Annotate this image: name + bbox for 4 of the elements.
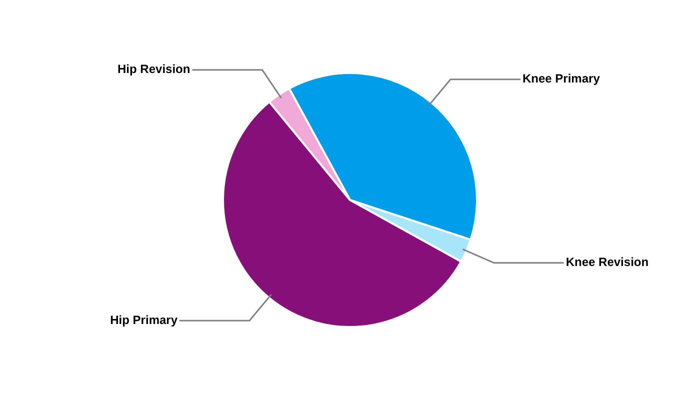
slice-label: Hip Revision — [118, 62, 190, 76]
slice-label: Knee Primary — [522, 72, 600, 86]
slice-label: Knee Revision — [566, 255, 649, 270]
slice-label: Hip Primary — [110, 312, 178, 327]
